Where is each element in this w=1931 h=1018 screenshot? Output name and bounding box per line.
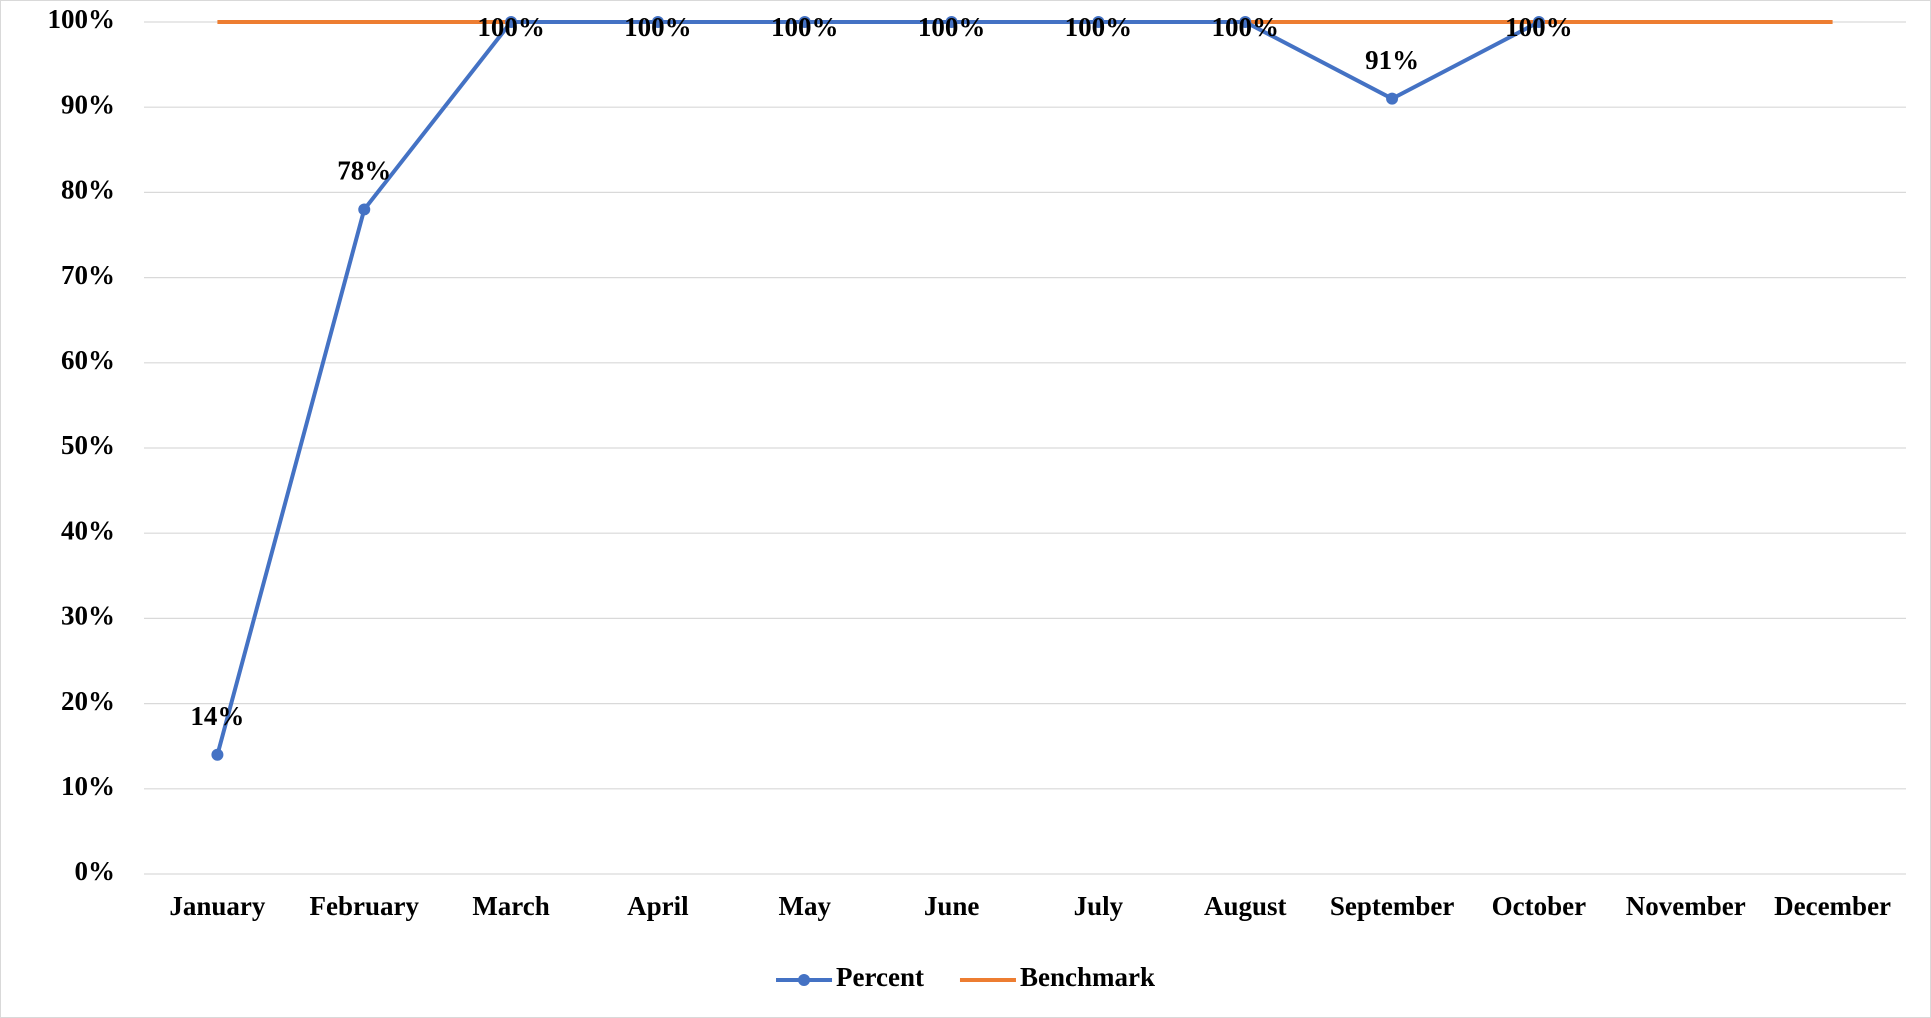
x-tick-label: December: [1774, 891, 1891, 921]
point-marker: [1092, 16, 1105, 28]
x-tick-label: March: [472, 891, 549, 921]
series-line: [215, 20, 1540, 756]
legend-marker: [798, 974, 811, 986]
point-marker: [798, 16, 811, 28]
point-marker: [651, 16, 664, 28]
data-label: 100%: [918, 12, 986, 42]
point-marker: [1532, 16, 1545, 28]
x-tick-label: February: [310, 891, 420, 921]
point-marker: [358, 203, 371, 216]
point-marker: [1239, 16, 1252, 28]
x-tick-label: May: [779, 891, 832, 921]
x-tick-label: January: [169, 891, 266, 921]
data-label: 100%: [624, 12, 692, 42]
x-tick-label: August: [1204, 891, 1287, 921]
y-tick-label: 20%: [61, 686, 115, 716]
x-tick-label: July: [1074, 891, 1124, 921]
x-tick-label: October: [1492, 891, 1586, 921]
data-label: 100%: [771, 12, 839, 42]
data-label: 100%: [1065, 12, 1133, 42]
data-label: 100%: [477, 12, 545, 42]
data-label: 14%: [190, 701, 244, 731]
legend: Percent Benchmark: [776, 962, 1155, 992]
y-tick-label: 80%: [61, 175, 115, 205]
y-tick-label: 10%: [61, 771, 115, 801]
point-marker: [211, 748, 224, 761]
x-tick-label: November: [1626, 891, 1746, 921]
y-tick-label: 40%: [61, 515, 115, 545]
y-tick-label: 50%: [61, 430, 115, 460]
point-marker: [505, 16, 518, 28]
data-label: 100%: [1505, 12, 1573, 42]
legend-label: Benchmark: [1020, 962, 1155, 992]
y-tick-label: 90%: [61, 89, 115, 119]
x-tick-label: September: [1330, 891, 1454, 921]
point-marker: [1386, 92, 1399, 105]
data-label: 91%: [1365, 45, 1419, 75]
data-label: 78%: [337, 156, 391, 186]
y-tick-label: 100%: [48, 4, 116, 34]
legend-label: Percent: [836, 962, 924, 992]
point-marker: [945, 16, 958, 28]
x-tick-label: June: [924, 891, 980, 921]
y-tick-label: 70%: [61, 260, 115, 290]
y-tick-label: 0%: [75, 856, 116, 886]
y-tick-label: 30%: [61, 601, 115, 631]
y-tick-label: 60%: [61, 345, 115, 375]
data-label: 100%: [1212, 12, 1280, 42]
x-tick-label: April: [627, 891, 689, 921]
